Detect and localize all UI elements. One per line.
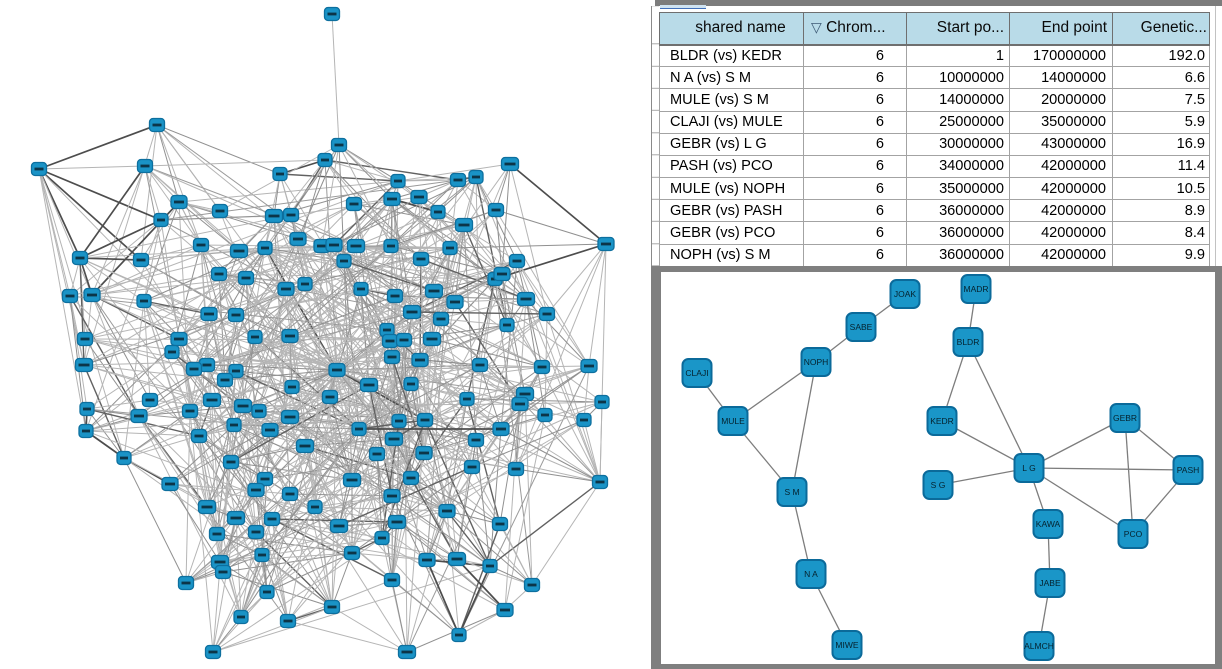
svg-text:NOPH: NOPH: [804, 357, 829, 367]
svg-text:MIWE: MIWE: [835, 640, 858, 650]
svg-text:ALMCH: ALMCH: [1024, 641, 1054, 651]
svg-text:SABE: SABE: [850, 322, 873, 332]
svg-text:MADR: MADR: [963, 284, 988, 294]
svg-text:GEBR: GEBR: [1113, 413, 1137, 423]
svg-text:MULE: MULE: [721, 416, 745, 426]
svg-text:JOAK: JOAK: [894, 289, 917, 299]
svg-text:S G: S G: [931, 480, 946, 490]
svg-text:S M: S M: [784, 487, 799, 497]
svg-text:PASH: PASH: [1177, 465, 1200, 475]
svg-text:PCO: PCO: [1124, 529, 1143, 539]
svg-text:KEDR: KEDR: [930, 416, 954, 426]
svg-text:JABE: JABE: [1039, 578, 1061, 588]
svg-text:CLAJI: CLAJI: [685, 368, 708, 378]
svg-text:BLDR: BLDR: [957, 337, 980, 347]
svg-text:KAWA: KAWA: [1036, 519, 1061, 529]
svg-text:L G: L G: [1022, 463, 1035, 473]
svg-text:N A: N A: [804, 569, 818, 579]
